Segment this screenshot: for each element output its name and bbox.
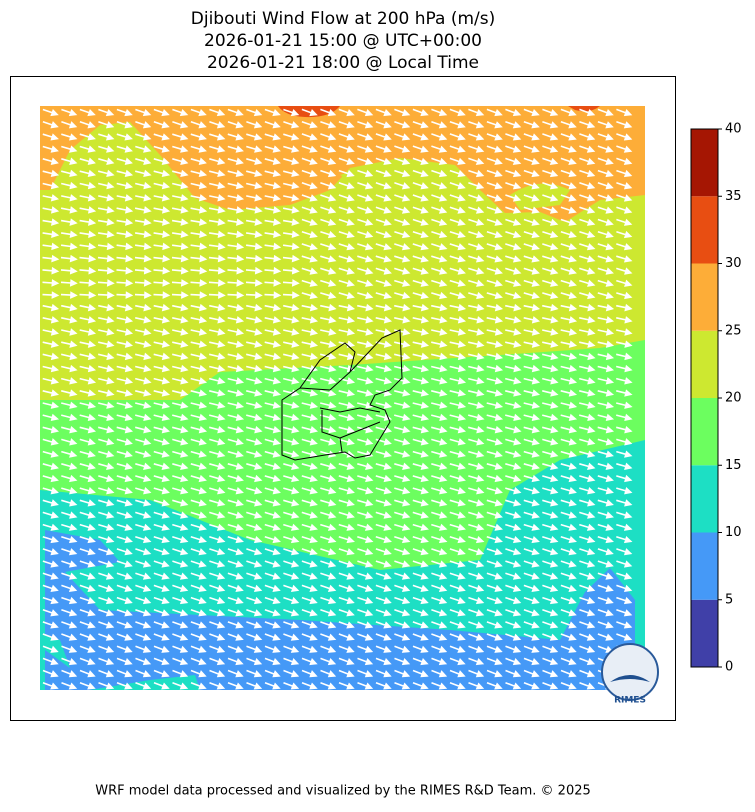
colorbar-tick-label: 35 (725, 189, 742, 204)
colorbar-tick-label: 5 (725, 592, 733, 607)
logo-wave (610, 675, 650, 682)
footer: WRF model data processed and visualized … (95, 784, 591, 799)
map: RIMES (40, 106, 659, 706)
region-30-35 (568, 106, 600, 112)
colorbar-segment (691, 532, 718, 600)
wind-arrows (42, 108, 633, 690)
title-line: 2026-01-21 15:00 @ UTC+00:00 (204, 31, 482, 51)
colorbar-tick-label: 40 (725, 122, 742, 137)
colorbar-tick-label: 20 (725, 391, 742, 406)
colorbar-segment (691, 196, 718, 264)
colorbar-segment (691, 263, 718, 331)
colorbar-segment (691, 330, 718, 398)
colorbar-segment (691, 465, 718, 533)
logo-text: RIMES (614, 696, 646, 706)
region-20-25 (340, 163, 480, 200)
colorbar-tick-label: 25 (725, 323, 742, 338)
logo-badge (601, 643, 659, 701)
colorbar-tick-label: 15 (725, 458, 742, 473)
colorbar-tick-label: 10 (725, 525, 742, 540)
colorbar-segment (691, 129, 718, 197)
region-20-25 (510, 183, 570, 210)
colorbar-segment (691, 398, 718, 466)
colorbar-tick-label: 30 (725, 256, 742, 271)
colorbar-segment (691, 599, 718, 667)
country-border (281, 329, 403, 461)
logo: RIMES (601, 643, 659, 706)
colorbar: 0 5 10 15 20 25 30 35 40 (690, 122, 742, 675)
colorbar-tick-label: 0 (725, 660, 733, 675)
region-5-10 (45, 530, 635, 690)
title-line: Djibouti Wind Flow at 200 hPa (m/s) (191, 9, 495, 29)
title-line: 2026-01-21 18:00 @ Local Time (207, 53, 479, 73)
